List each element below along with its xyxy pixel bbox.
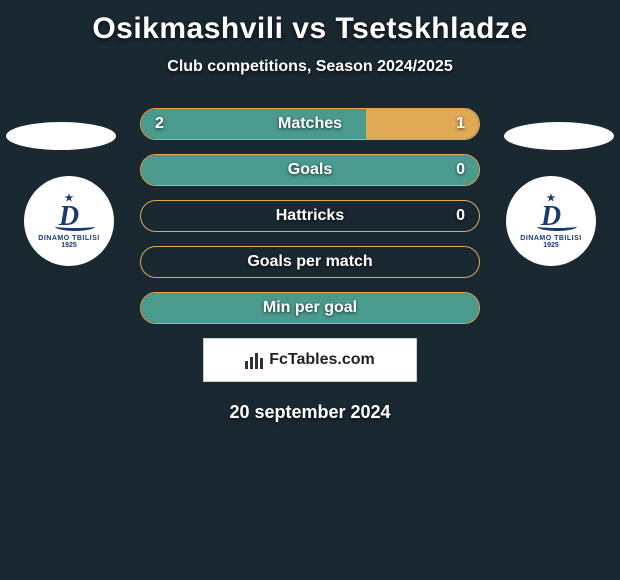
bar-label: Goals [288, 161, 332, 179]
bar-value-right: 1 [456, 115, 465, 133]
stat-bar-goals: Goals 0 [140, 154, 480, 186]
stat-bars: 2 Matches 1 Goals 0 Hattricks 0 Goals pe… [140, 108, 480, 324]
badge-line1: DINAMO TBILISI [38, 235, 99, 242]
club-badge-right-icon: ★ D DINAMO TBILISI 1925 [506, 176, 596, 266]
attribution-badge: FcTables.com [203, 338, 417, 382]
footer-date: 20 september 2024 [0, 402, 620, 423]
club-badge-left-icon: ★ D DINAMO TBILISI 1925 [24, 176, 114, 266]
stat-bar-mpg: Min per goal [140, 292, 480, 324]
chart-icon [245, 351, 263, 369]
bar-label: Goals per match [247, 253, 372, 271]
attribution-text: FcTables.com [269, 351, 375, 369]
page-title: Osikmashvili vs Tsetskhladze [0, 12, 620, 46]
bar-value-right: 0 [456, 161, 465, 179]
stat-bar-gpm: Goals per match [140, 246, 480, 278]
bar-label: Hattricks [276, 207, 344, 225]
badge-line2: 1925 [61, 242, 77, 249]
bar-value-left: 2 [155, 115, 164, 133]
club-letter-icon: D [541, 204, 561, 229]
bar-value-right: 0 [456, 207, 465, 225]
bar-label: Min per goal [263, 299, 357, 317]
flag-right-icon [504, 122, 614, 150]
badge-line2: 1925 [543, 242, 559, 249]
flag-left-icon [6, 122, 116, 150]
stat-bar-matches: 2 Matches 1 [140, 108, 480, 140]
page-subtitle: Club competitions, Season 2024/2025 [0, 58, 620, 76]
club-letter-icon: D [59, 204, 79, 229]
stat-bar-hattricks: Hattricks 0 [140, 200, 480, 232]
bar-label: Matches [278, 115, 342, 133]
badge-line1: DINAMO TBILISI [520, 235, 581, 242]
